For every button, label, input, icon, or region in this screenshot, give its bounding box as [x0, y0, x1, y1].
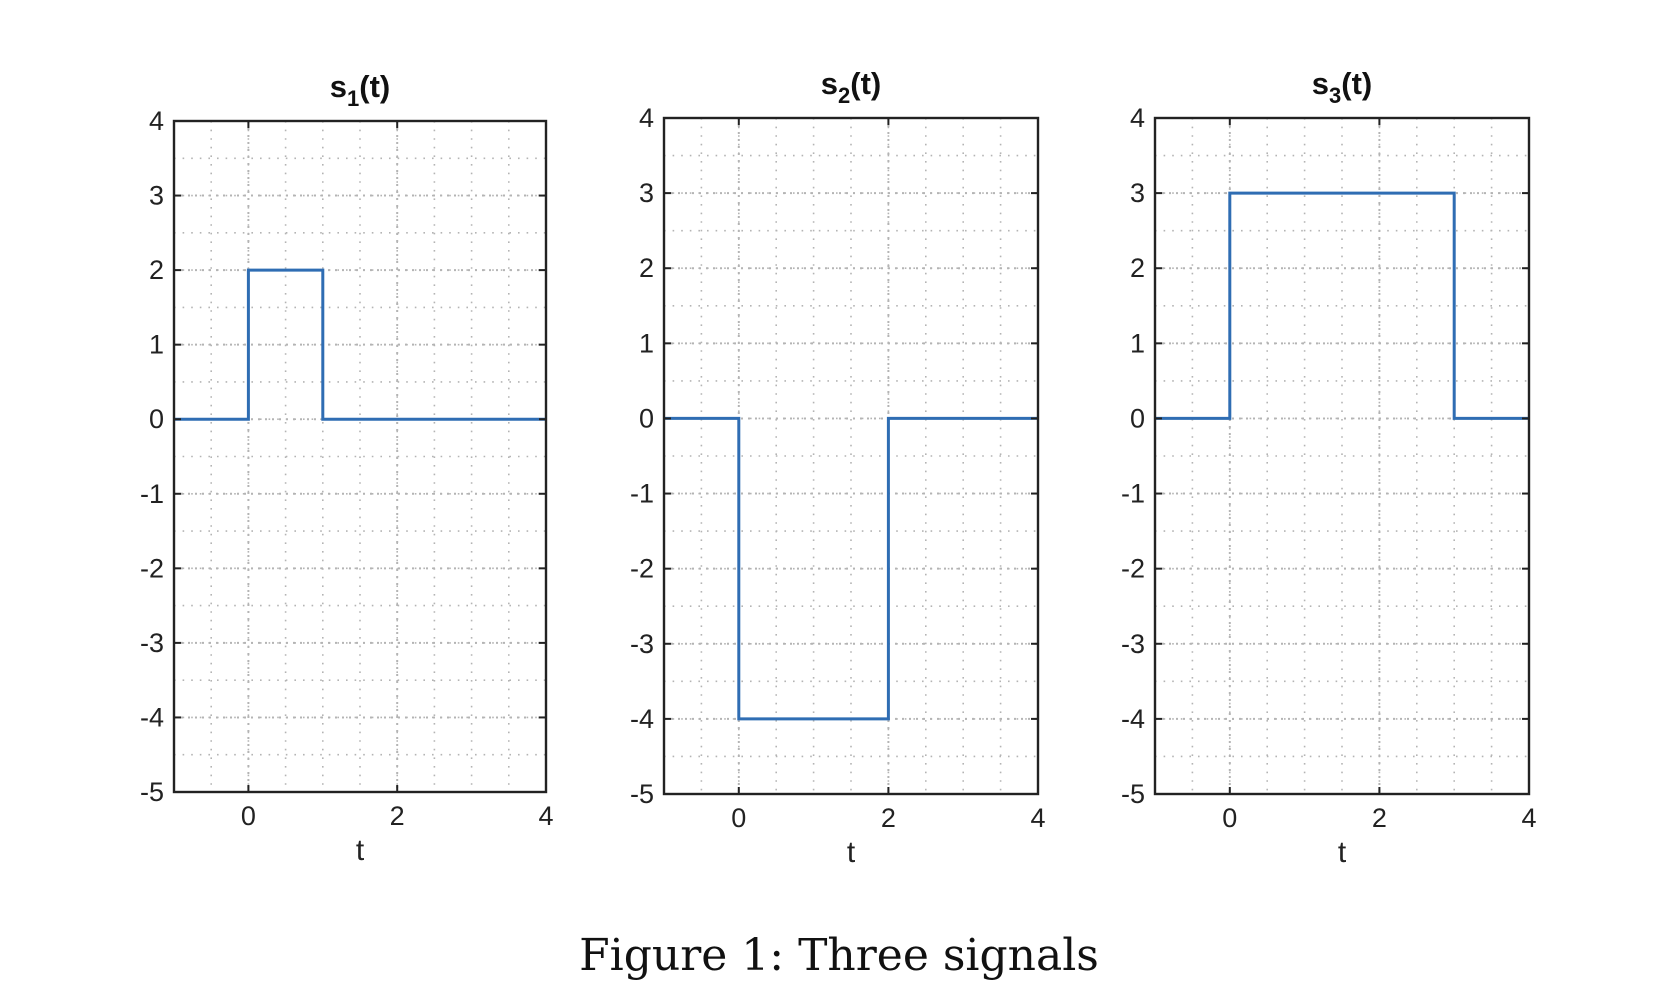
y-tick-label: 0 — [639, 403, 654, 433]
x-tick-label: 2 — [1372, 803, 1387, 833]
figure-caption: Figure 1: Three signals — [579, 930, 1099, 981]
chart-panel-3: 0 2 4 -5 -4 -3 -2 -1 0 1 2 3 4 t s3(t) — [1121, 66, 1537, 869]
x-axis-label: t — [1338, 836, 1347, 869]
axes-frame — [662, 116, 1040, 796]
y-tick-label: 1 — [149, 330, 164, 360]
y-tick-label: 1 — [1130, 328, 1145, 358]
y-tick-label: -3 — [140, 628, 164, 658]
y-tick-label: -5 — [630, 779, 654, 809]
chart-title: s2(t) — [821, 66, 881, 108]
x-tick-label: 0 — [241, 801, 256, 831]
signal-line-1 — [664, 416, 1038, 721]
x-tick-label: 0 — [731, 803, 746, 833]
axes-frame — [172, 119, 548, 794]
x-tick-label: 2 — [390, 801, 405, 831]
axes-frame — [1153, 116, 1531, 796]
chart-panel-1: 0 2 4 -5 -4 -3 -2 -1 0 1 2 3 4 t s1(t) — [140, 69, 554, 867]
y-tick-label: 2 — [639, 253, 654, 283]
y-tick-label: -3 — [630, 629, 654, 659]
y-tick-label: 4 — [639, 103, 654, 133]
x-axis-label: t — [847, 836, 856, 869]
y-tick-label: -2 — [140, 553, 164, 583]
y-tick-label: -1 — [140, 479, 164, 509]
x-axis-label: t — [356, 834, 365, 867]
y-tick-label: 0 — [1130, 403, 1145, 433]
x-tick-label: 4 — [1521, 803, 1536, 833]
y-tick-label: -1 — [1121, 479, 1145, 509]
y-tick-label: 2 — [149, 255, 164, 285]
y-tick-label: 4 — [1130, 103, 1145, 133]
y-tick-label: 3 — [149, 181, 164, 211]
y-tick-label: -5 — [140, 777, 164, 807]
y-tick-label: -1 — [630, 479, 654, 509]
y-tick-label: -4 — [630, 704, 654, 734]
y-tick-label: 0 — [149, 404, 164, 434]
chart-panel-2: 0 2 4 -5 -4 -3 -2 -1 0 1 2 3 4 t s2(t) — [630, 66, 1046, 869]
signal-line-1 — [1155, 191, 1529, 420]
y-tick-label: -4 — [140, 702, 164, 732]
y-tick-label: -5 — [1121, 779, 1145, 809]
y-tick-label: -3 — [1121, 629, 1145, 659]
signal-line-1 — [174, 268, 546, 421]
y-tick-label: 2 — [1130, 253, 1145, 283]
y-tick-label: -2 — [630, 554, 654, 584]
y-tick-label: 4 — [149, 106, 164, 136]
x-tick-label: 0 — [1222, 803, 1237, 833]
y-tick-label: 1 — [639, 328, 654, 358]
y-tick-label: 3 — [639, 178, 654, 208]
x-tick-label: 4 — [1030, 803, 1045, 833]
y-tick-label: 3 — [1130, 178, 1145, 208]
chart-title: s3(t) — [1312, 66, 1372, 108]
chart-title: s1(t) — [330, 69, 390, 111]
y-tick-label: -4 — [1121, 704, 1145, 734]
y-tick-label: -2 — [1121, 554, 1145, 584]
x-tick-label: 2 — [881, 803, 896, 833]
x-tick-label: 4 — [538, 801, 553, 831]
